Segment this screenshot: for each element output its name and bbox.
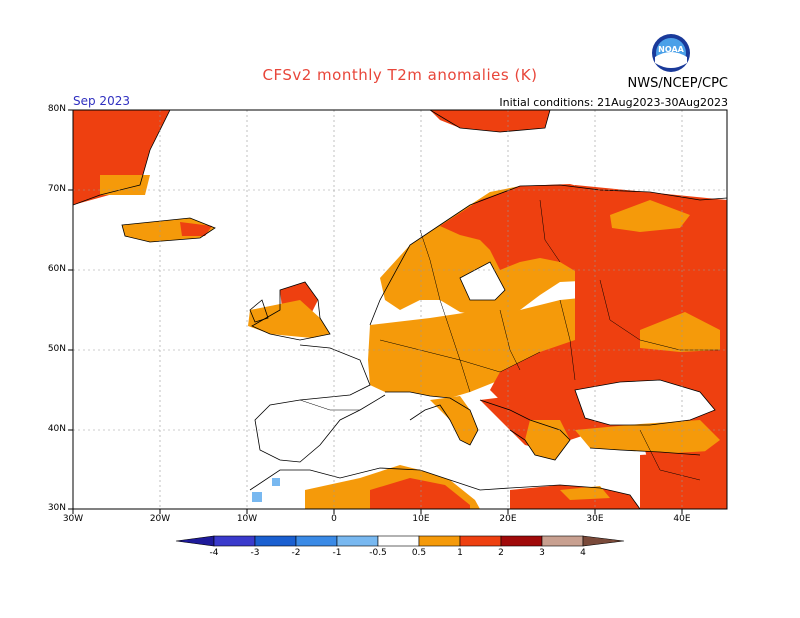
colorbar-swatch-9	[541, 535, 584, 547]
colorbar-label: 4	[580, 548, 586, 558]
colorbar-arrow-high	[582, 535, 625, 547]
anomaly-lapland	[440, 184, 600, 274]
anomaly-central-europe	[368, 296, 600, 398]
colorbar-label: -0.5	[369, 548, 387, 558]
colorbar-arrow-low	[175, 535, 215, 547]
anomaly-field	[73, 110, 727, 509]
colorbar-swatch-8	[500, 535, 543, 547]
anomaly-negative-1	[252, 492, 262, 502]
lon-label: 40E	[673, 514, 691, 524]
anomaly-middle-east	[640, 450, 727, 509]
lon-label: 30W	[62, 514, 84, 524]
anomaly-italy	[430, 396, 478, 445]
anomaly-russia-orange	[640, 312, 720, 352]
axis-ticks	[68, 109, 683, 514]
colorbar-label: 0.5	[411, 548, 427, 558]
colorbar-label: 2	[498, 548, 504, 558]
anomaly-baltic-gap	[460, 262, 505, 300]
forecast-month: Sep 2023	[73, 94, 130, 108]
chart-title: CFSv2 monthly T2m anomalies (K)	[262, 66, 538, 84]
anomaly-north-africa-red	[370, 478, 470, 509]
lon-label: 20W	[149, 514, 171, 524]
anomaly-negative-2	[272, 478, 280, 486]
lat-label: 30N	[47, 503, 66, 513]
lat-label: 60N	[47, 264, 66, 274]
colorbar-label: 3	[539, 548, 545, 558]
colorbar-label: -2	[291, 548, 301, 558]
anomaly-iceland-red	[180, 222, 212, 236]
colorbar-label: -4	[209, 548, 219, 558]
colorbar-label: -3	[250, 548, 260, 558]
lat-label: 70N	[47, 184, 66, 194]
colorbar-swatch-7	[459, 535, 502, 547]
colorbar-label: 1	[457, 548, 463, 558]
lon-label: 10E	[412, 514, 430, 524]
lat-label: 80N	[47, 104, 66, 114]
agency-label: NWS/NCEP/CPC	[627, 76, 728, 91]
gridlines	[73, 110, 727, 509]
lat-label: 50N	[47, 344, 66, 354]
lat-label: 40N	[47, 424, 66, 434]
colorbar-label: -1	[332, 548, 342, 558]
anomaly-svalbard	[430, 110, 550, 132]
anomaly-turkey	[575, 420, 720, 455]
lon-label: 30E	[586, 514, 604, 524]
noaa-logo: NOAA	[651, 33, 691, 73]
coastlines	[73, 110, 727, 509]
anomaly-libya-orange	[560, 486, 610, 500]
colorbar-swatch-1	[213, 535, 256, 547]
colorbar-swatch-5	[377, 535, 420, 547]
anomaly-black-sea-gap	[575, 380, 715, 425]
anomaly-russia-orange-north	[610, 200, 690, 232]
map-frame	[72, 109, 728, 510]
colorbar-swatch-4	[336, 535, 379, 547]
lon-label: 10W	[236, 514, 258, 524]
colorbar-swatch-6	[418, 535, 461, 547]
colorbar-swatch-3	[295, 535, 338, 547]
anomaly-greenland-edge	[100, 175, 150, 195]
initial-conditions: Initial conditions: 21Aug2023-30Aug2023	[499, 96, 728, 109]
colorbar-swatch-2	[254, 535, 297, 547]
svg-text:NOAA: NOAA	[658, 45, 684, 54]
colorbar	[175, 535, 625, 547]
lon-label: 20E	[499, 514, 517, 524]
anomaly-britain-south	[248, 300, 330, 338]
lon-label: 0	[331, 514, 337, 524]
anomaly-greenland	[73, 110, 170, 205]
